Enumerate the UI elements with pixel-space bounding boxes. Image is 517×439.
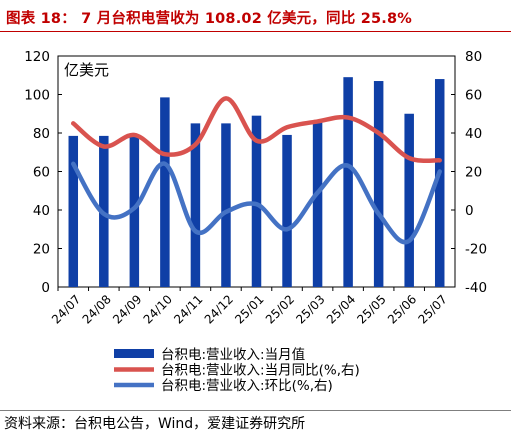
y-left-tick-label: 40 [33, 203, 50, 219]
x-tick-label: 24/11 [171, 292, 205, 326]
bar-monthly-revenue [251, 115, 262, 287]
y-right-tick-label: 0 [465, 203, 474, 219]
chart: 亿美元 020406080100120-40-2002040608024/072… [24, 49, 487, 394]
y-right-tick-label: -20 [465, 242, 487, 258]
y-left-tick-label: 60 [33, 165, 50, 181]
x-tick-label: 24/10 [141, 292, 175, 326]
y-right-tick-label: 60 [465, 88, 482, 104]
bar-monthly-revenue [68, 135, 79, 287]
bar-monthly-revenue [434, 79, 445, 288]
y-left-tick-label: 100 [24, 88, 50, 104]
bar-monthly-revenue [129, 135, 140, 287]
bar-monthly-revenue [221, 123, 231, 287]
bar-monthly-revenue [343, 77, 353, 287]
line-yoy [71, 96, 442, 163]
line-mom [71, 161, 442, 245]
x-tick-label: 25/02 [263, 292, 297, 326]
x-tick-label: 24/12 [202, 292, 236, 326]
title-divider [0, 31, 511, 32]
y-left-tick-label: 120 [24, 49, 50, 65]
x-tick-label: 25/07 [415, 292, 449, 326]
chart-title: 图表 18： 7 月台积电营收为 108.02 亿美元，同比 25.8% [6, 11, 413, 27]
x-tick-label: 24/07 [49, 292, 83, 326]
x-tick-label: 24/08 [80, 292, 114, 326]
x-tick-label: 25/03 [293, 292, 327, 326]
legend-swatch-bar [114, 349, 154, 358]
unit-label: 亿美元 [64, 61, 109, 79]
bar-monthly-revenue [373, 81, 384, 288]
source-note: 资料来源：台积电公告，Wind，爱建证券研究所 [4, 416, 306, 432]
y-right-tick-label: -40 [465, 280, 487, 296]
bar-monthly-revenue [160, 97, 170, 287]
bar-monthly-revenue [190, 123, 201, 287]
bar-monthly-revenue [282, 134, 292, 287]
legend-label: 台积电:营业收入:环比(%,右) [161, 378, 333, 394]
x-tick-label: 25/06 [385, 292, 419, 326]
y-left-tick-label: 0 [41, 280, 50, 296]
y-right-tick-label: 80 [465, 49, 482, 65]
x-tick-label: 25/04 [324, 292, 358, 326]
legend-label: 台积电:营业收入:当月值 [161, 347, 305, 363]
bar-monthly-revenue [312, 121, 323, 287]
x-tick-label: 25/05 [354, 292, 388, 326]
x-tick-label: 24/09 [110, 292, 144, 326]
source-divider [0, 410, 511, 411]
bar-monthly-revenue [404, 113, 414, 287]
legend-label: 台积电:营业收入:当月同比(%,右) [161, 363, 360, 379]
x-tick-label: 25/01 [232, 292, 266, 326]
y-left-tick-label: 20 [33, 242, 50, 258]
y-left-tick-label: 80 [33, 126, 50, 142]
y-right-tick-label: 40 [465, 126, 482, 142]
y-right-tick-label: 20 [465, 165, 482, 181]
